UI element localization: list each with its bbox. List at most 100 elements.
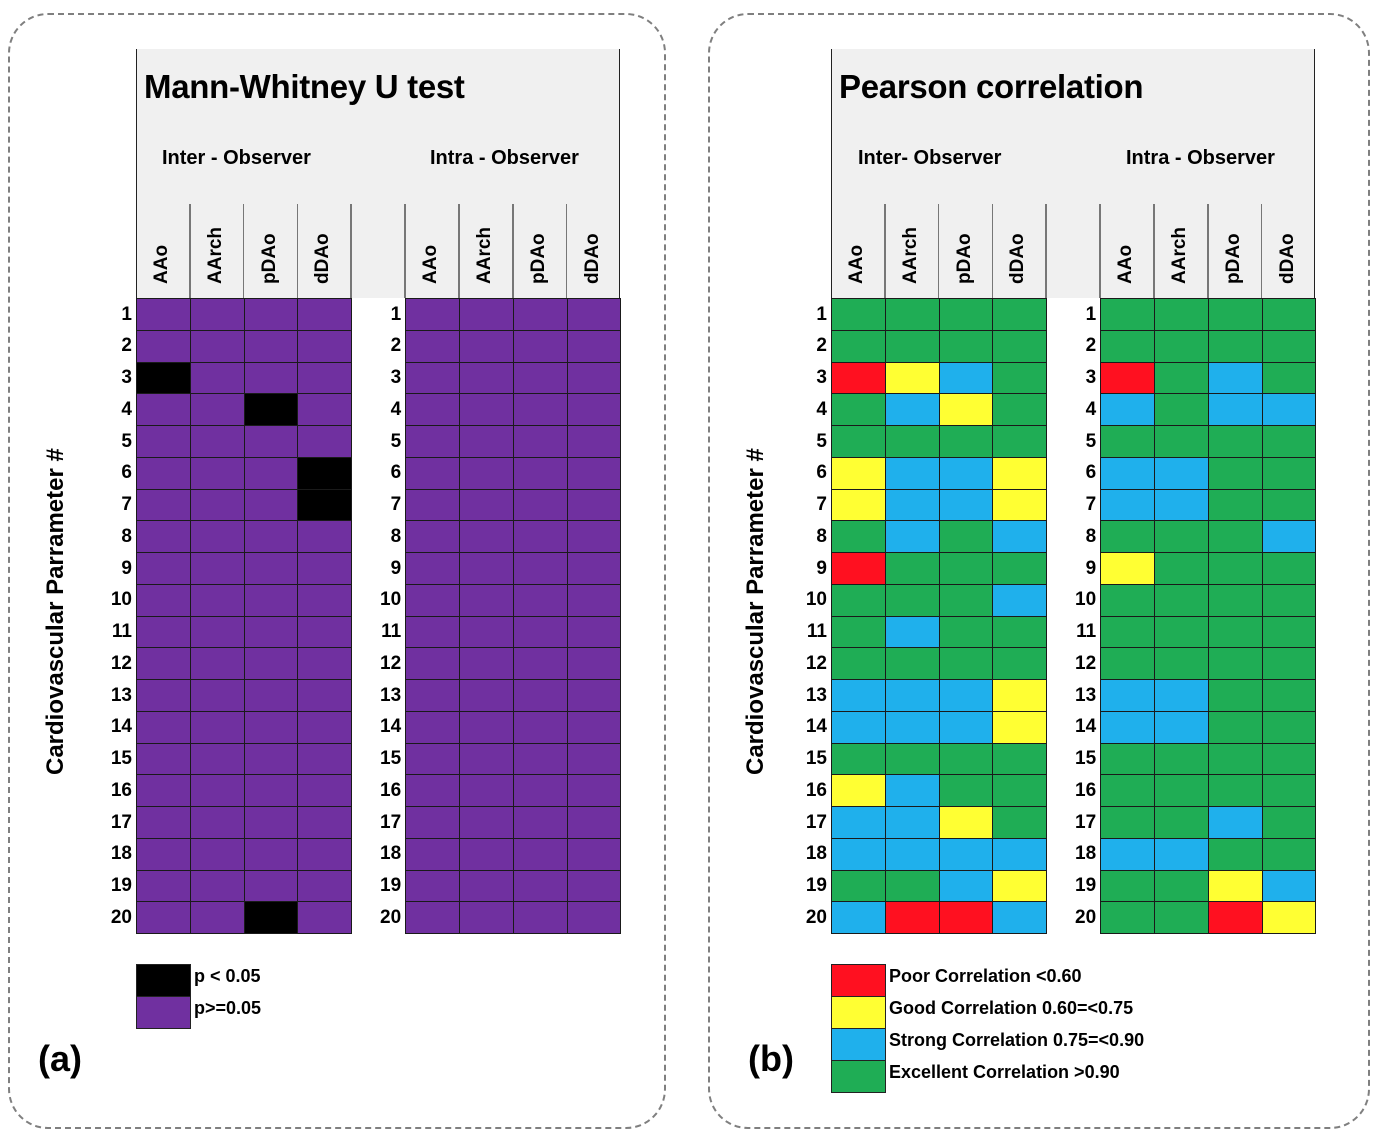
heatmap-cell: [189, 806, 245, 839]
heatmap-cell: [297, 806, 353, 839]
panel-label: (b): [748, 1038, 794, 1079]
row-label: 16: [110, 779, 132, 801]
row-label: 14: [805, 716, 827, 738]
row-label: 11: [111, 621, 132, 642]
column-divider: [242, 204, 245, 298]
row-label: 1: [1085, 303, 1097, 325]
heatmap-cell: [459, 361, 514, 395]
heatmap-cell: [884, 520, 940, 553]
heatmap-cell: [243, 869, 299, 903]
heatmap-cell: [297, 298, 353, 331]
heatmap-cell: [189, 425, 245, 458]
row-label: 10: [1075, 589, 1097, 611]
heatmap-cell: [512, 647, 568, 680]
heatmap-cell: [297, 615, 353, 649]
heatmap-cell: [831, 298, 886, 331]
heatmap-cell: [1100, 837, 1155, 871]
heatmap-cell: [243, 742, 299, 776]
heatmap-cell: [243, 774, 299, 807]
heatmap-cell: [459, 425, 514, 458]
column-divider: [565, 204, 568, 298]
heatmap-cell: [297, 710, 353, 744]
row-label: 6: [1085, 462, 1097, 484]
row-label: 3: [1085, 367, 1097, 388]
heatmap-cell: [512, 583, 568, 617]
heatmap-cell: [1207, 710, 1263, 744]
heatmap-cell: [459, 837, 514, 871]
heatmap-cell: [1100, 647, 1155, 680]
heatmap-cell: [1100, 679, 1155, 712]
heatmap-cell: [189, 488, 245, 522]
panel-frame: [8, 13, 666, 1129]
heatmap-cell: [512, 329, 568, 363]
row-label: 12: [805, 652, 827, 674]
heatmap-cell: [1207, 298, 1263, 331]
row-label: 20: [380, 906, 402, 928]
heatmap-cell: [831, 901, 886, 934]
row-label: 9: [816, 557, 827, 579]
row-label: 13: [110, 684, 132, 706]
heatmap-cell: [512, 361, 568, 395]
heatmap-cell: [884, 742, 940, 776]
chart-title: Mann-Whitney U test: [144, 68, 465, 105]
heatmap-cell: [459, 869, 514, 903]
row-label: 9: [121, 557, 132, 579]
y-axis-label: Cardiovascular Parrameter #: [742, 448, 769, 775]
row-label: 15: [805, 748, 827, 769]
heatmap-cell: [189, 329, 245, 363]
heatmap-cell: [297, 679, 353, 712]
heatmap-cell: [1207, 869, 1263, 903]
heatmap-cell: [1100, 774, 1155, 807]
heatmap-cell: [831, 552, 886, 585]
heatmap-cell: [566, 774, 622, 807]
heatmap-cell: [938, 488, 994, 522]
heatmap-cell: [992, 393, 1048, 426]
heatmap-cell: [243, 298, 299, 331]
heatmap-cell: [1154, 710, 1209, 744]
heatmap-cell: [1207, 520, 1263, 553]
heatmap-cell: [992, 710, 1048, 744]
row-label: 5: [121, 430, 132, 452]
heatmap-cell: [566, 710, 622, 744]
heatmap-cell: [297, 742, 353, 776]
heatmap-cell: [1207, 329, 1263, 363]
heatmap-cell: [1207, 679, 1263, 712]
heatmap-cell: [1154, 488, 1209, 522]
row-label: 8: [121, 525, 132, 547]
heatmap-cell: [405, 710, 460, 744]
heatmap-cell: [1261, 456, 1317, 490]
heatmap-cell: [459, 806, 514, 839]
heatmap-cell: [992, 774, 1048, 807]
heatmap-cell: [1261, 901, 1317, 934]
row-label: 13: [1075, 684, 1097, 706]
heatmap-cell: [512, 837, 568, 871]
heatmap-cell: [831, 329, 886, 363]
heatmap-cell: [189, 774, 245, 807]
row-label: 20: [1075, 906, 1097, 928]
row-label: 16: [805, 779, 827, 801]
heatmap-cell: [189, 679, 245, 712]
heatmap-cell: [1261, 774, 1317, 807]
heatmap-cell: [297, 329, 353, 363]
row-label: 19: [110, 875, 132, 896]
heatmap-cell: [1100, 742, 1155, 776]
heatmap-cell: [1207, 615, 1263, 649]
row-label: 4: [390, 398, 402, 420]
heatmap-cell: [884, 710, 940, 744]
legend-label: p>=0.05: [194, 998, 262, 1018]
row-label: 17: [1075, 811, 1097, 833]
row-label: 19: [380, 875, 402, 896]
heatmap-cell: [1261, 583, 1317, 617]
heatmap-cell: [189, 393, 245, 426]
column-divider: [1153, 204, 1155, 298]
heatmap-cell: [136, 520, 191, 553]
heatmap-cell: [243, 329, 299, 363]
heatmap-cell: [992, 456, 1048, 490]
heatmap-cell: [938, 806, 994, 839]
heatmap-cell: [243, 615, 299, 649]
row-label: 18: [805, 843, 827, 865]
heatmap-cell: [884, 774, 940, 807]
heatmap-cell: [992, 837, 1048, 871]
column-label-aao: AAo: [846, 244, 867, 284]
heatmap-cell: [1261, 869, 1317, 903]
